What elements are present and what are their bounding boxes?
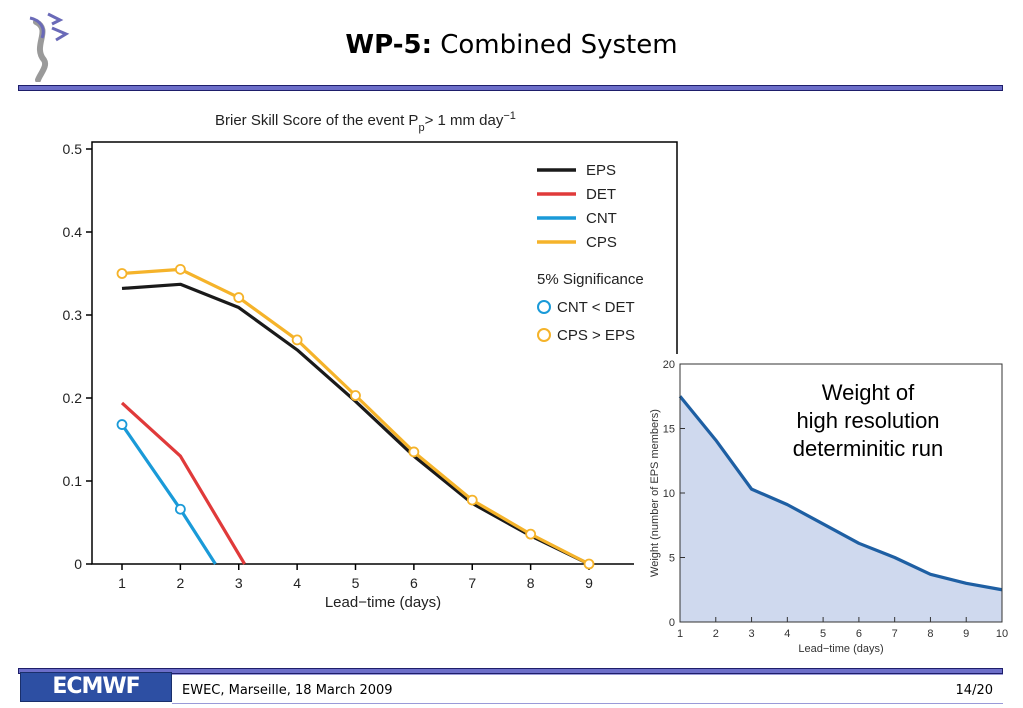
inset-y-tick-label: 5 — [669, 553, 675, 565]
legend-significance-heading: 5% Significance — [537, 271, 644, 288]
footer-page-number: 14/20 — [955, 683, 993, 698]
weight-line — [678, 395, 1003, 592]
weight-inset-chart: 0 5 10 15 20 1 2 3 4 5 6 7 8 9 10 Lead−time (days) We… — [634, 354, 1021, 655]
cnt-significance-marker — [174, 503, 186, 515]
x-tick-label: 4 — [293, 575, 301, 591]
legend-cps-label: CPS — [586, 234, 617, 251]
inset-x-axis-label: Lead−time (days) — [798, 643, 883, 655]
y-tick-label: 0.2 — [63, 390, 83, 406]
series-det-line — [120, 401, 246, 565]
x-tick-label: 2 — [176, 575, 184, 591]
x-axis-label: Lead−time (days) — [325, 594, 441, 611]
y-tick-label: 0.3 — [63, 307, 83, 323]
inset-y-tick-label: 10 — [663, 488, 675, 500]
inset-annotation: Weight of high resolution determinitic run — [793, 380, 943, 461]
legend: EPS DET CNT CPS 5% Significance CNT < DET CPS … — [537, 162, 644, 344]
cps-significance-marker — [583, 558, 595, 570]
series-eps-line — [121, 282, 590, 566]
footer-bar — [172, 674, 1003, 704]
y-tick-label: 0.4 — [63, 224, 83, 240]
y-tick-label: 0.5 — [63, 141, 83, 157]
footer-divider — [18, 668, 1003, 674]
cps-significance-marker — [466, 494, 478, 506]
inset-y-tick-label: 0 — [669, 617, 675, 629]
cps-significance-marker — [174, 263, 186, 275]
slide-title-bold: WP-5: — [345, 30, 432, 60]
inset-y-tick-label: 20 — [663, 359, 675, 371]
x-tick-label: 3 — [235, 575, 243, 591]
inset-x-tick-label: 10 — [996, 628, 1008, 640]
x-tick-label: 9 — [585, 575, 593, 591]
series-lines — [120, 267, 590, 566]
x-tick-label: 6 — [410, 575, 418, 591]
chart-title: Brier Skill Score of the event Pp> 1 mm … — [215, 110, 516, 134]
legend-eps-label: EPS — [586, 162, 616, 179]
inset-x-tick-label: 1 — [677, 628, 683, 640]
legend-cnt-marker — [537, 300, 551, 314]
footer-event: EWEC, Marseille, 18 March 2009 — [182, 683, 393, 698]
weight-area — [678, 395, 1003, 622]
inset-x-tick-label: 7 — [892, 628, 898, 640]
cps-significance-marker — [408, 446, 420, 458]
cps-significance-marker — [233, 292, 245, 303]
inset-x-tick-label: 2 — [713, 628, 719, 640]
slide-title-rest: Combined System — [431, 30, 678, 60]
y-tick-label: 0.1 — [63, 473, 83, 489]
x-tick-label: 1 — [118, 575, 126, 591]
ecmwf-logo-text: ECMWF — [52, 674, 140, 699]
y-tick-label: 0 — [74, 556, 82, 572]
inset-x-tick-label: 5 — [820, 628, 826, 640]
header-divider — [18, 85, 1003, 91]
inset-annotation-line: Weight of — [822, 380, 915, 405]
x-tick-label: 8 — [527, 575, 535, 591]
legend-cps-label: CPS > EPS — [557, 327, 635, 344]
cps-significance-marker — [116, 268, 128, 279]
inset-x-tick-label: 4 — [784, 628, 790, 640]
inset-x-tick-label: 6 — [856, 628, 862, 640]
weight-area-fill — [680, 396, 1002, 622]
inset-y-axis-label: Weight (number of EPS members) — [649, 409, 661, 577]
inset-y-tick-label: 15 — [663, 424, 675, 436]
cnt-significance-marker — [116, 419, 128, 430]
ecmwf-logo: ECMWF — [20, 672, 172, 702]
x-tick-label: 7 — [468, 575, 476, 591]
x-axis-ticks: 1 2 3 4 5 6 7 8 9 — [118, 564, 593, 591]
series-cps-line — [121, 267, 590, 566]
inset-x-tick-label: 8 — [927, 628, 933, 640]
legend-cnt-label: CNT < DET — [557, 299, 635, 316]
inset-x-tick-label: 9 — [963, 628, 969, 640]
inset-annotation-line: determinitic run — [793, 436, 943, 461]
ewec-logo — [29, 12, 70, 82]
inset-x-axis-ticks: 1 2 3 4 5 6 7 8 9 10 — [677, 617, 1008, 640]
plot-frame — [91, 141, 678, 565]
cps-significance-marker — [525, 528, 537, 540]
legend-cps-marker — [537, 328, 551, 342]
inset-annotation-line: high resolution — [796, 408, 939, 433]
x-tick-label: 5 — [352, 575, 360, 591]
cps-significance-marker — [350, 390, 361, 401]
slide-title: WP-5: Combined System — [0, 30, 1023, 60]
significance-markers — [116, 263, 595, 570]
legend-cnt-label: CNT — [586, 210, 617, 227]
cps-significance-marker — [291, 334, 303, 346]
inset-y-axis-ticks: 0 5 10 15 20 — [663, 359, 685, 629]
legend-det-label: DET — [586, 186, 616, 203]
inset-x-tick-label: 3 — [748, 628, 754, 640]
y-axis-ticks: 0 0.1 0.2 0.3 0.4 0.5 — [63, 141, 92, 572]
